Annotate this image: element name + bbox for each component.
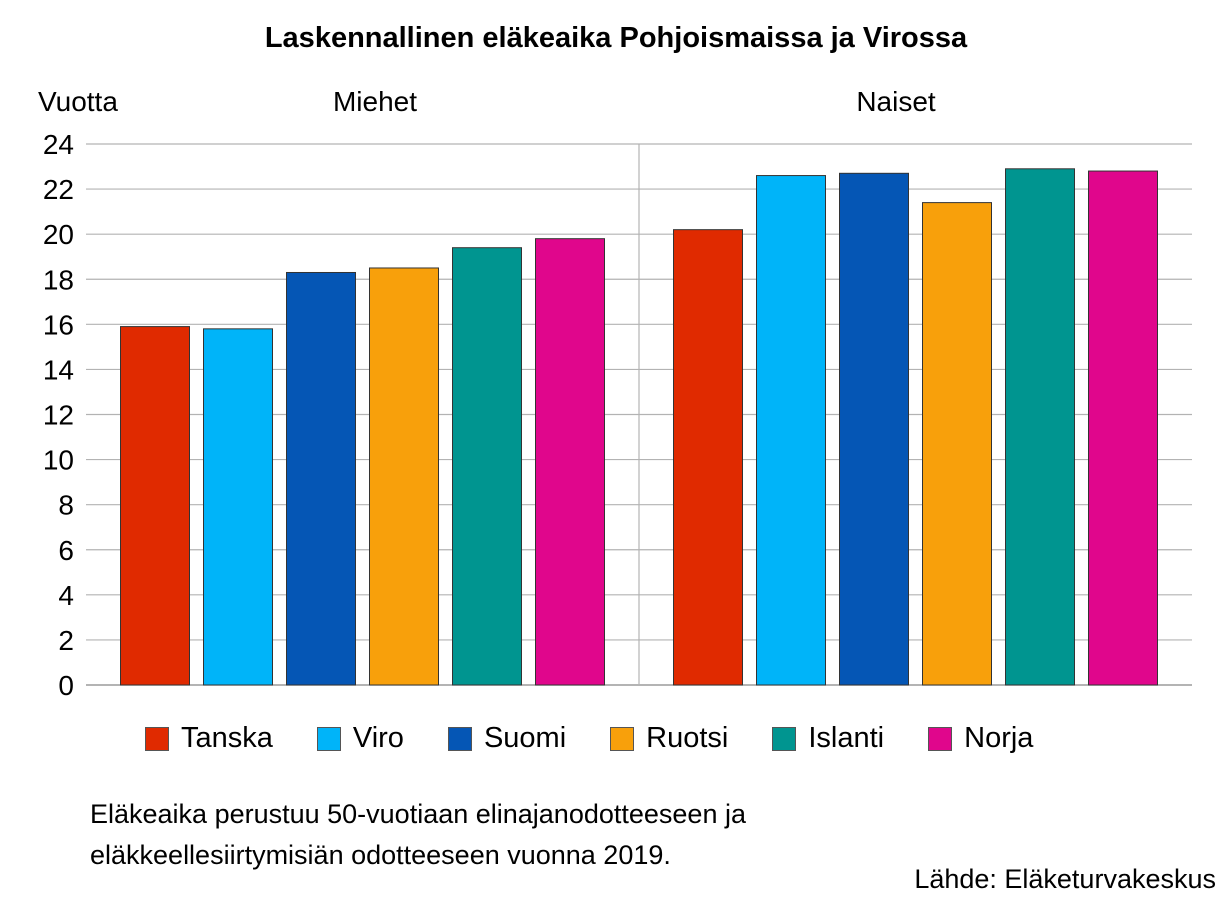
bar-viro-naiset bbox=[756, 175, 826, 686]
legend-swatch bbox=[447, 726, 472, 751]
y-tick-label: 16 bbox=[43, 309, 74, 340]
y-tick-label: 2 bbox=[58, 625, 74, 656]
legend-item: Islanti bbox=[772, 722, 884, 755]
legend-swatch bbox=[772, 726, 797, 751]
bar-viro-miehet bbox=[203, 328, 273, 686]
y-tick-label: 0 bbox=[58, 670, 74, 701]
bar-ruotsi-miehet bbox=[369, 267, 439, 686]
y-tick-label: 14 bbox=[43, 354, 74, 385]
legend-swatch bbox=[316, 726, 341, 751]
footnote: Eläkeaika perustuu 50-vuotiaan elinajano… bbox=[90, 794, 746, 876]
legend-label: Islanti bbox=[808, 722, 885, 754]
y-tick-label: 20 bbox=[43, 219, 74, 250]
bar-islanti-naiset bbox=[1005, 168, 1075, 686]
legend-item: Viro bbox=[316, 722, 404, 755]
legend-item: Tanska bbox=[145, 722, 273, 755]
y-tick-label: 22 bbox=[43, 174, 74, 205]
legend-swatch bbox=[145, 726, 169, 751]
group-label-men: Miehet bbox=[332, 86, 418, 117]
source-text: Lähde: Eläketurvakeskus bbox=[914, 864, 1216, 894]
bar-ruotsi-naiset bbox=[922, 202, 992, 686]
chart-title: Laskennallinen eläkeaika Pohjoismaissa j… bbox=[264, 22, 968, 54]
y-tick-label: 10 bbox=[43, 445, 74, 476]
footnote-line-2: eläkkeellesiirtymisiän odotteeseen vuonn… bbox=[90, 840, 671, 870]
legend-item: Ruotsi bbox=[610, 722, 728, 755]
y-tick-label: 18 bbox=[43, 264, 74, 295]
y-tick-label: 4 bbox=[58, 580, 74, 611]
y-axis-label: Vuotta bbox=[38, 86, 118, 117]
footnote-line-1: Eläkeaika perustuu 50-vuotiaan elinajano… bbox=[90, 799, 746, 829]
legend-item: Suomi bbox=[447, 722, 567, 755]
bar-norja-naiset bbox=[1088, 170, 1158, 686]
group-label-women: Naiset bbox=[856, 86, 936, 117]
y-tick-label: 24 bbox=[43, 129, 74, 160]
legend-item: Norja bbox=[928, 722, 1033, 755]
legend-label: Tanska bbox=[181, 722, 273, 754]
legend-label: Norja bbox=[964, 722, 1034, 754]
bar-islanti-miehet bbox=[452, 247, 522, 686]
bar-suomi-miehet bbox=[286, 271, 356, 686]
legend-label: Viro bbox=[352, 722, 404, 754]
legend-label: Ruotsi bbox=[646, 722, 729, 754]
y-tick-label: 8 bbox=[58, 490, 74, 521]
bar-tanska-miehet bbox=[120, 326, 190, 686]
bar-norja-miehet bbox=[535, 238, 605, 686]
legend-label: Suomi bbox=[483, 722, 567, 754]
y-tick-label: 12 bbox=[43, 400, 74, 431]
legend-swatch bbox=[928, 726, 953, 751]
y-tick-label: 6 bbox=[58, 535, 74, 566]
legend-swatch bbox=[610, 726, 635, 751]
bar-suomi-naiset bbox=[839, 172, 909, 686]
bar-tanska-naiset bbox=[673, 229, 743, 686]
legend: Tanska Viro Suomi Ruotsi Islanti Norja bbox=[145, 722, 1077, 755]
